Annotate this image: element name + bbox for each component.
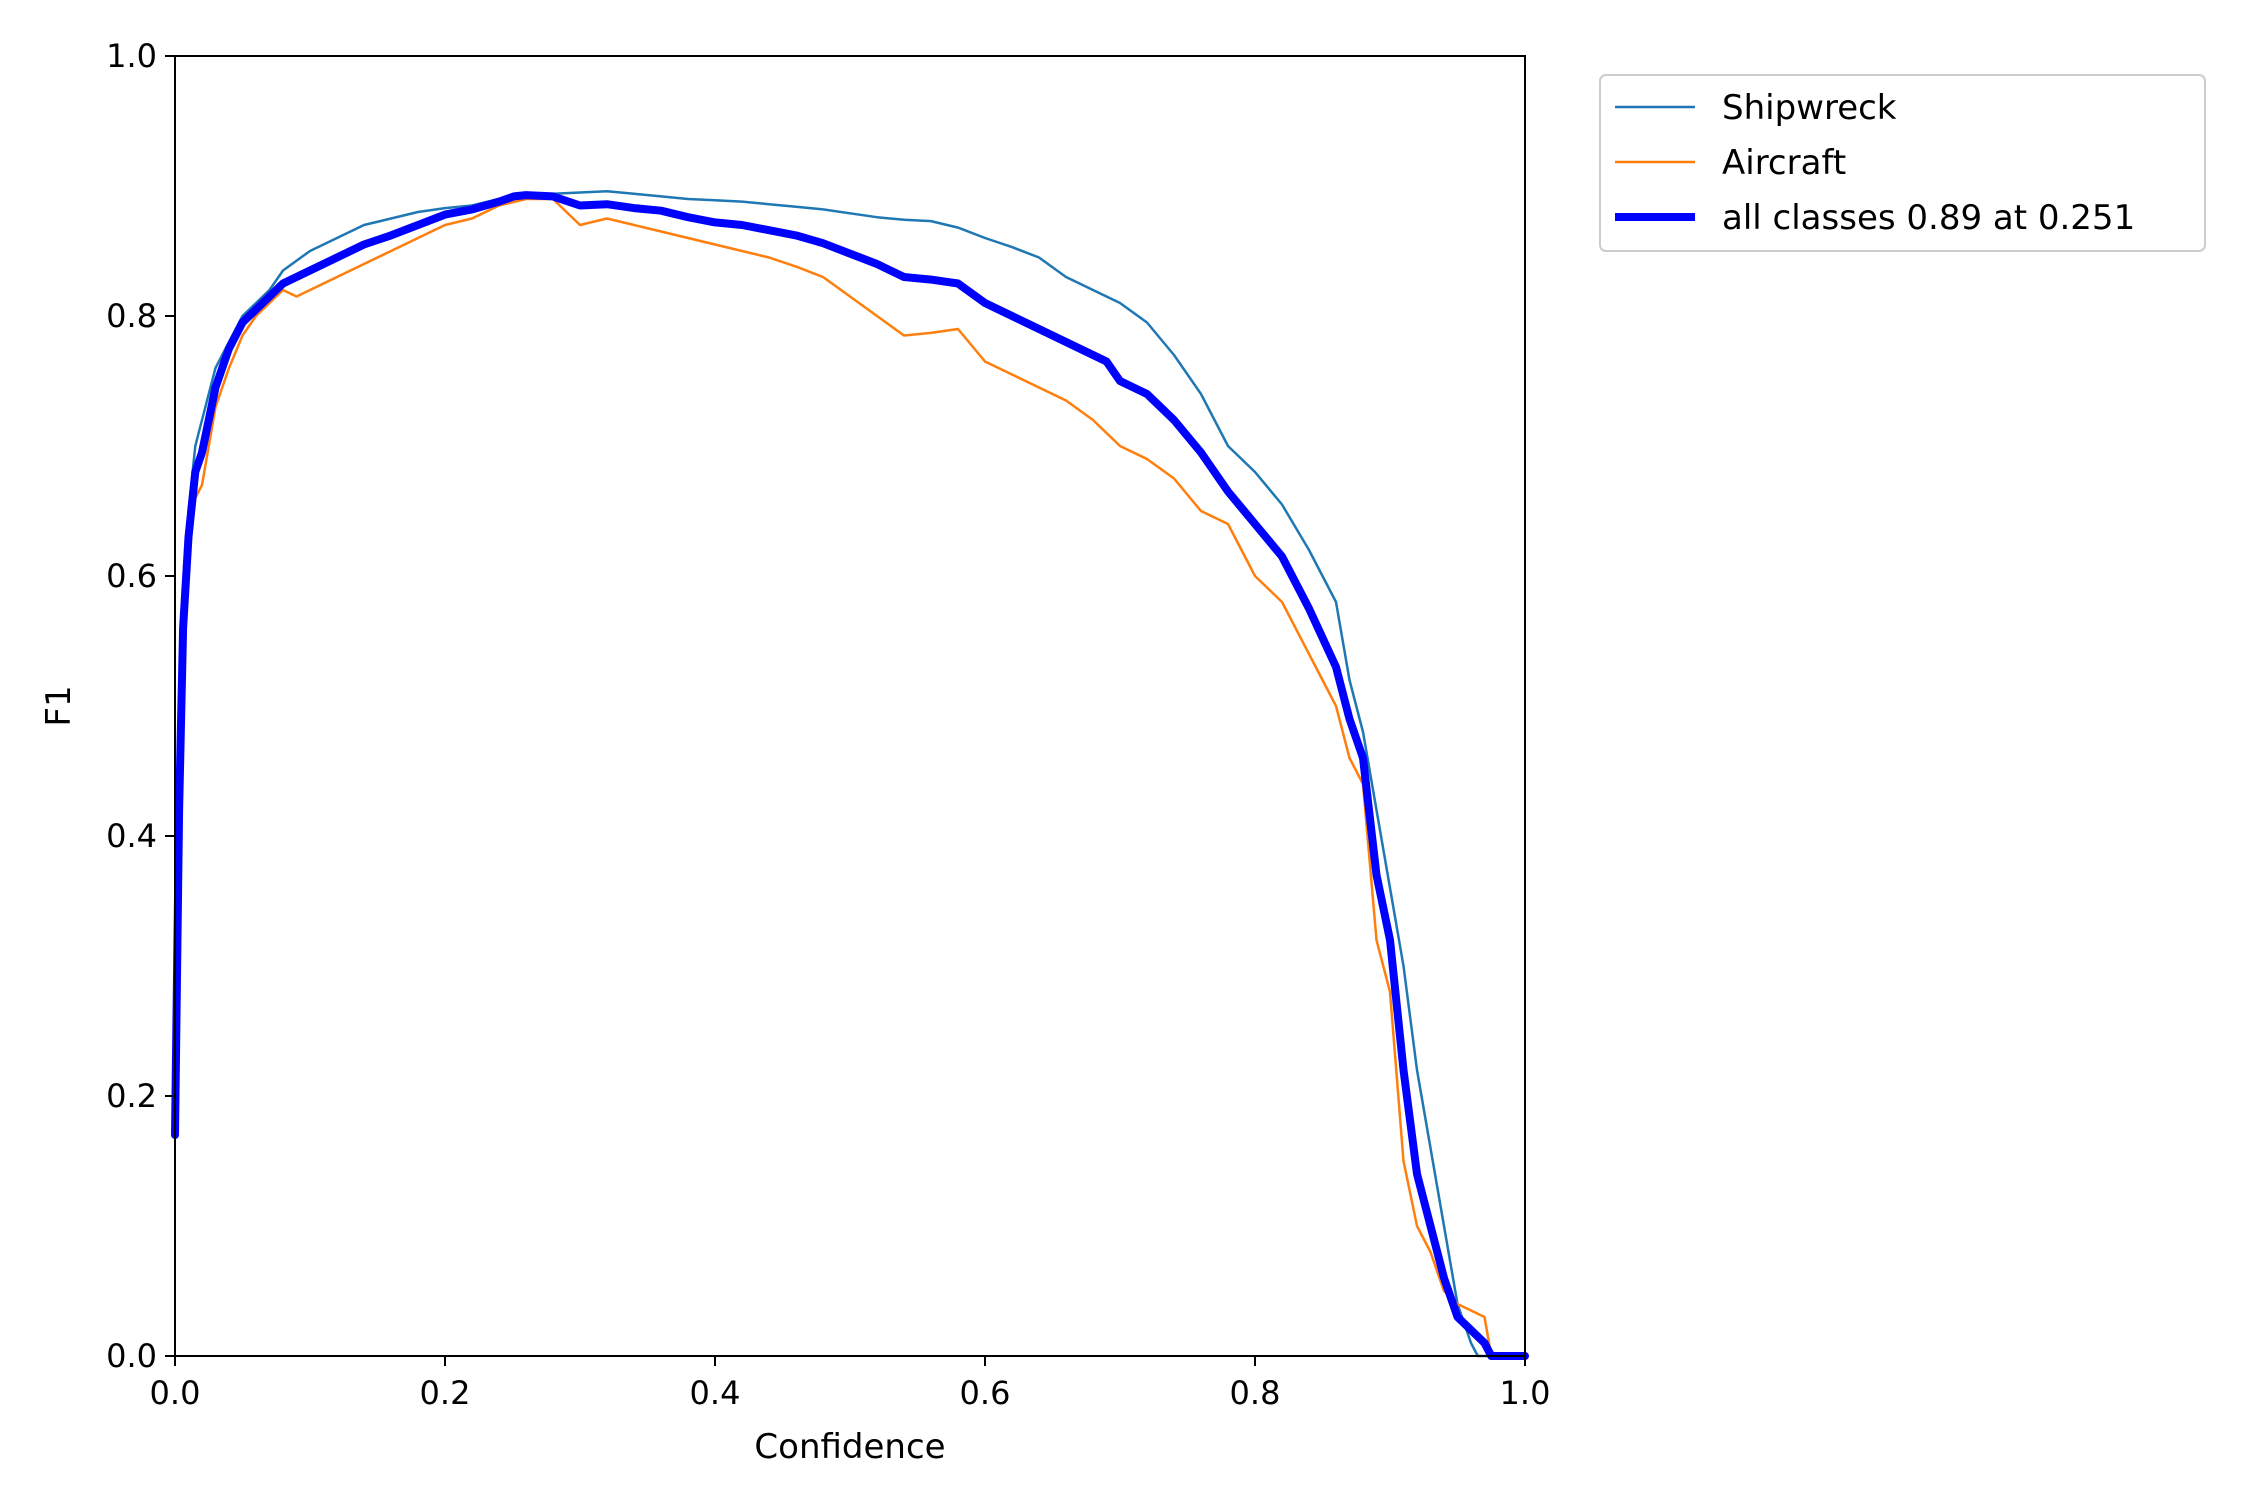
legend: Shipwreck Aircraft all classes 0.89 at 0.2… [1599,74,2206,252]
legend-label-aircraft: Aircraft [1722,143,1846,183]
x-tick-label: 1.0 [1500,1374,1551,1412]
plot-lines [171,189,1529,1360]
x-axis-ticks: 0.0 0.2 0.4 0.6 0.8 1.0 [150,1356,1551,1412]
y-tick-label: 0.6 [106,557,157,595]
legend-label-shipwreck: Shipwreck [1722,88,1897,128]
x-tick-label: 0.8 [1230,1374,1281,1412]
x-tick-label: 0.0 [150,1374,201,1412]
y-tick-label: 0.2 [106,1077,157,1115]
y-tick-label: 0.4 [106,817,157,855]
x-tick-label: 0.2 [420,1374,471,1412]
y-tick-label: 0.8 [106,297,157,335]
x-tick-label: 0.6 [960,1374,1011,1412]
legend-label-all-classes-0-89-at-0-251: all classes 0.89 at 0.251 [1722,198,2135,238]
y-axis-ticks: 0.0 0.2 0.4 0.6 0.8 1.0 [106,37,175,1375]
x-axis-title: Confidence [754,1427,945,1467]
plot-frame [174,55,1526,1357]
legend-box [1599,74,2206,252]
y-tick-label: 0.0 [106,1337,157,1375]
legend-entries: Shipwreck Aircraft all classes 0.89 at 0.2… [1615,88,2135,238]
series-line-aircraft [173,197,1527,1358]
series-line-shipwreck [173,189,1527,1358]
y-tick-label: 1.0 [106,37,157,75]
series-line-all-classes-0-89-at-0-251 [171,191,1529,1360]
y-axis-title: F1 [39,685,79,726]
x-tick-label: 0.4 [690,1374,741,1412]
